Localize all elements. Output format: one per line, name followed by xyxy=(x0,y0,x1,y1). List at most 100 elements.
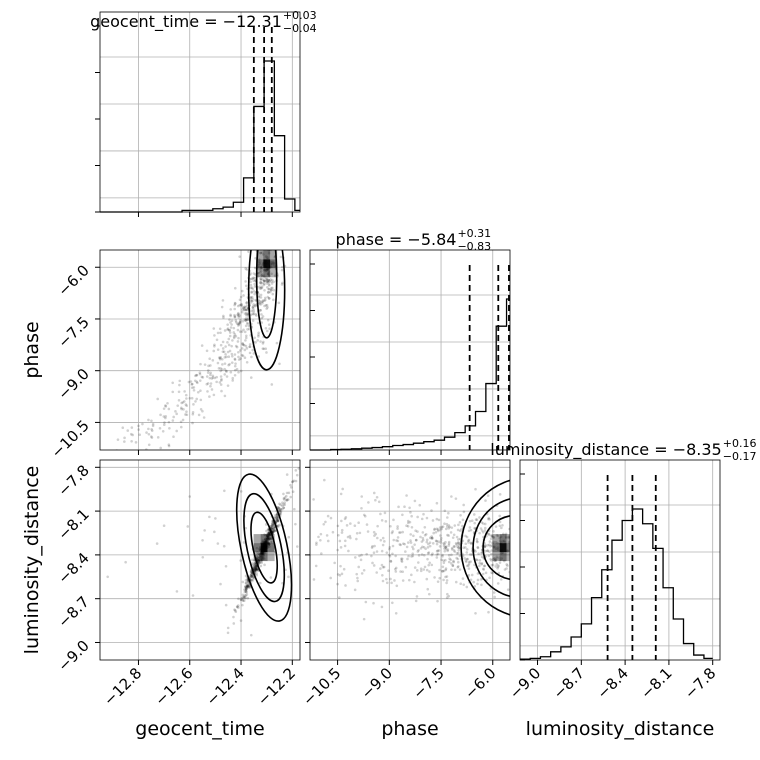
scatter-point-2-1-144 xyxy=(406,541,410,544)
scatter-point-2-1-27 xyxy=(443,522,446,526)
scatter-point-1-0-520 xyxy=(181,418,185,422)
scatter-point-1-0-124 xyxy=(271,260,275,264)
scatter-point-2-1-556 xyxy=(428,561,431,565)
scatter-point-2-0-630 xyxy=(260,542,264,546)
scatter-point-1-0-22 xyxy=(263,261,267,265)
scatter-point-1-0-421 xyxy=(150,436,154,439)
x-tick-label-2-4: −7.8 xyxy=(681,664,719,702)
scatter-point-1-0-233 xyxy=(244,319,247,322)
scatter-point-1-0-122 xyxy=(268,280,271,283)
scatter-point-2-1-363 xyxy=(450,562,453,565)
scatter-point-2-0-241 xyxy=(253,567,257,570)
scatter-point-2-1-164 xyxy=(450,568,453,571)
scatter-point-2-1-313 xyxy=(467,538,471,542)
scatter-point-2-1-399 xyxy=(498,536,502,540)
scatter-point-2-0-485 xyxy=(244,587,248,590)
scatter-point-2-1-324 xyxy=(413,580,416,584)
scatter-point-2-1-429 xyxy=(416,515,419,519)
scatter-point-2-0-381 xyxy=(241,596,245,599)
scatter-point-2-0-608 xyxy=(263,547,267,550)
scatter-point-1-0-194 xyxy=(243,356,247,360)
scatter-point-2-0-196 xyxy=(254,564,258,568)
scatter-point-2-0-156 xyxy=(268,533,271,537)
scatter-point-2-1-402 xyxy=(425,568,429,572)
scatter-point-2-1-425 xyxy=(476,578,480,582)
scatter-point-2-0-65 xyxy=(254,568,257,571)
scatter-point-1-0-19 xyxy=(126,429,130,432)
scatter-point-2-1-302 xyxy=(442,544,446,548)
scatter-point-2-0-387 xyxy=(295,473,299,477)
density-cell-2-1-8 xyxy=(506,552,510,562)
scatter-point-2-0-169 xyxy=(245,588,248,592)
scatter-point-2-1-662 xyxy=(360,495,364,498)
scatter-point-2-1-66 xyxy=(443,549,447,553)
scatter-point-1-0-229 xyxy=(201,409,204,413)
scatter-point-2-1-272 xyxy=(456,528,460,532)
scatter-point-1-0-248 xyxy=(175,412,178,416)
scatter-point-2-0-528 xyxy=(263,541,267,545)
scatter-point-2-1-201 xyxy=(445,581,448,585)
scatter-point-2-1-90 xyxy=(415,595,419,598)
scatter-point-1-0-242 xyxy=(238,255,241,258)
scatter-point-2-0-236 xyxy=(224,564,228,568)
scatter-point-2-0-355 xyxy=(266,545,270,549)
scatter-point-1-0-125 xyxy=(245,312,249,316)
scatter-point-2-0-617 xyxy=(281,504,284,508)
scatter-point-2-1-33 xyxy=(475,539,479,543)
scatter-point-2-1-220 xyxy=(491,535,495,539)
scatter-point-1-0-358 xyxy=(207,369,210,372)
scatter-point-1-0-484 xyxy=(244,284,248,288)
scatter-point-1-0-241 xyxy=(243,312,247,315)
scatter-point-2-0-108 xyxy=(271,524,275,527)
scatter-point-1-0-475 xyxy=(265,303,269,307)
scatter-point-2-1-199 xyxy=(435,553,439,556)
scatter-point-1-0-393 xyxy=(254,298,257,302)
scatter-point-1-0-83 xyxy=(123,436,126,440)
scatter-point-1-0-245 xyxy=(263,299,266,303)
scatter-point-2-0-536 xyxy=(295,545,299,548)
scatter-point-2-1-48 xyxy=(498,542,502,545)
scatter-point-2-0-91 xyxy=(270,527,274,530)
scatter-point-2-0-79 xyxy=(261,552,265,555)
scatter-point-2-1-2 xyxy=(493,545,496,549)
scatter-point-1-0-599 xyxy=(266,285,269,289)
density-cell-2-0-1 xyxy=(260,534,268,544)
scatter-point-1-0-626 xyxy=(223,367,226,371)
scatter-point-2-0-443 xyxy=(258,553,262,557)
scatter-point-2-0-102 xyxy=(250,575,254,579)
scatter-point-2-1-456 xyxy=(469,542,473,545)
scatter-point-1-0-1 xyxy=(251,348,254,352)
scatter-point-2-0-626 xyxy=(254,567,258,571)
scatter-point-2-0-544 xyxy=(257,560,260,563)
scatter-point-2-1-186 xyxy=(487,517,490,521)
panel-frame-0-0 xyxy=(99,11,301,213)
scatter-point-2-1-137 xyxy=(344,516,348,519)
scatter-point-1-0-9 xyxy=(234,362,237,365)
scatter-point-2-1-620 xyxy=(421,536,425,540)
panel-title-0: geocent_time = −12.31 +0.03−0.04 xyxy=(90,9,317,35)
scatter-point-2-0-484 xyxy=(244,574,248,578)
scatter-point-2-1-22 xyxy=(442,561,446,565)
scatter-point-2-1-121 xyxy=(508,527,510,531)
scatter-point-1-0-409 xyxy=(164,405,168,408)
scatter-point-2-0-376 xyxy=(255,572,258,575)
density-cell-2-0-3 xyxy=(253,543,261,553)
scatter-point-1-0-330 xyxy=(232,326,236,330)
scatter-point-2-1-345 xyxy=(500,551,503,555)
scatter-point-2-0-505 xyxy=(267,537,271,541)
scatter-point-2-1-296 xyxy=(392,538,396,542)
scatter-point-1-0-335 xyxy=(244,339,247,342)
scatter-point-2-1-640 xyxy=(375,550,379,553)
scatter-point-2-0-534 xyxy=(241,598,245,601)
scatter-point-2-0-614 xyxy=(277,506,280,510)
scatter-point-1-0-512 xyxy=(55,495,58,498)
x-tick-label-2-0: −9.0 xyxy=(506,664,544,702)
scatter-point-1-0-160 xyxy=(258,302,262,305)
scatter-point-1-0-445 xyxy=(257,236,260,239)
scatter-point-2-1-457 xyxy=(440,527,443,531)
scatter-point-2-1-317 xyxy=(484,499,487,502)
scatter-point-2-1-342 xyxy=(469,553,472,556)
scatter-point-2-0-136 xyxy=(289,495,293,499)
scatter-point-2-1-223 xyxy=(476,572,480,575)
